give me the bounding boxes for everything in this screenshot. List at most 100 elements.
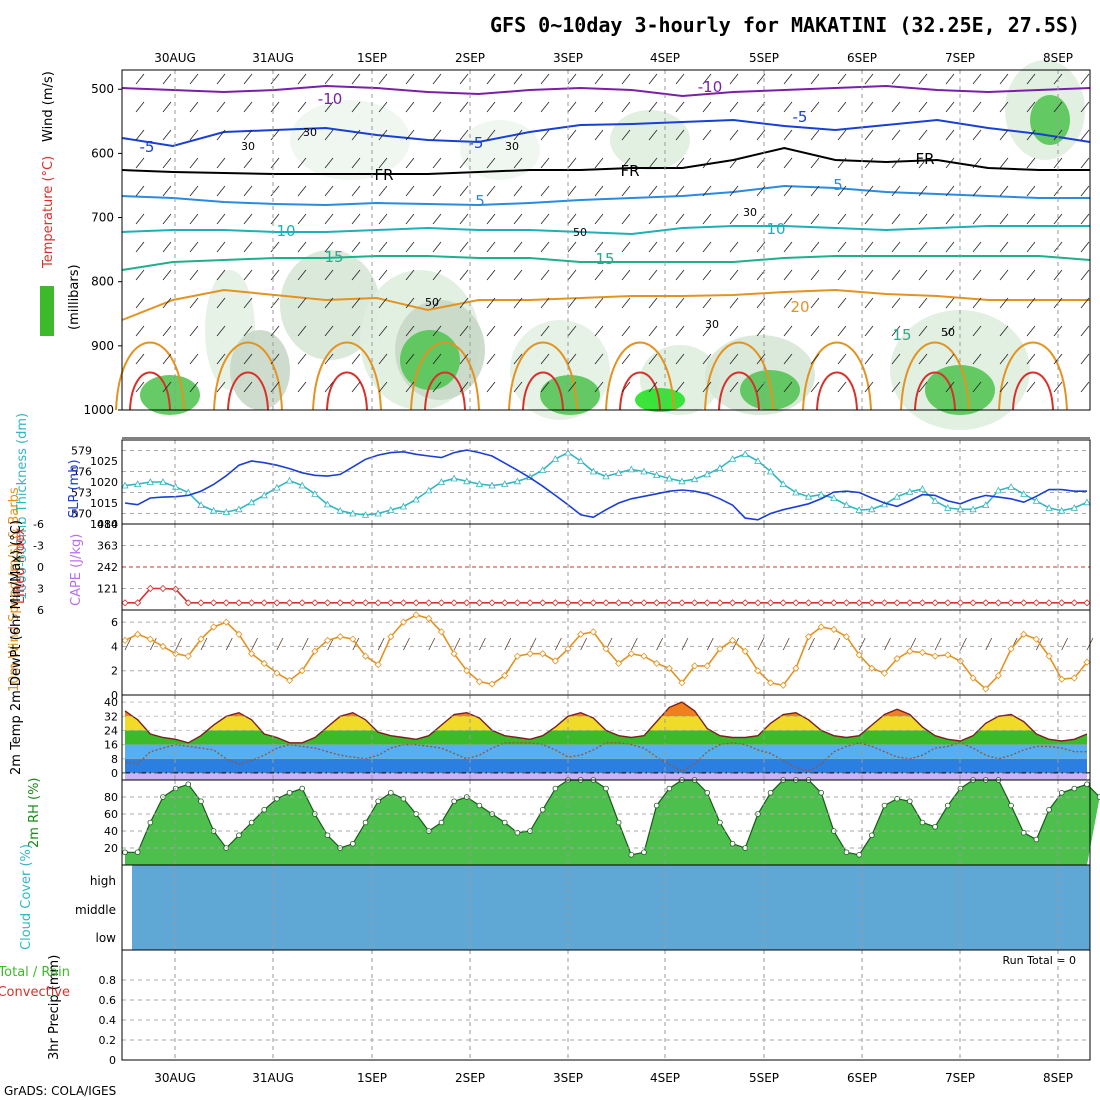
li-tick: 3 [37,583,44,596]
thickness-point [868,505,876,513]
rh-shade-10 [740,370,800,410]
wind-barb [594,213,604,225]
wind-speed-point [425,614,433,623]
temp-band [125,730,1087,745]
isotherm-label: -5 [469,134,484,152]
rh-point [628,851,635,858]
wind-barb [513,101,523,113]
wind-speed-point [1058,675,1066,683]
li-tick: -6 [33,518,44,531]
rh-shade-7 [540,375,600,415]
wind-speed-point [893,655,901,663]
wind-barb [351,241,361,253]
wind-barb [189,73,199,85]
wind-barb [270,241,280,253]
wind-speed-point [792,664,800,672]
wind-barb [403,637,410,651]
wind-barb [567,73,577,85]
wind-barb [999,101,1009,113]
wind-speed-point [994,672,1002,680]
wind-barb [270,73,280,85]
isotherm-label: 15 [595,250,614,268]
wind-barb [540,381,550,393]
thickness-point [969,505,977,513]
isotherm-label: 15 [324,248,343,266]
thickness-point [627,465,635,473]
wind-barb [891,297,901,309]
wind-barb [972,353,982,365]
thickness-point [855,506,863,513]
isotherm-line-6 [121,288,1090,321]
lifted-index-point [323,599,332,607]
wind-barb [432,297,442,309]
lifted-index-point [146,584,154,593]
rh-point [261,806,268,813]
wind-barb [675,73,685,85]
wind-barb [459,213,469,225]
wind-barb [621,269,631,281]
wind-barb [702,157,712,169]
wind-barb [189,269,199,281]
wind-barb [810,157,820,169]
wind-speed-point [615,659,623,667]
wind-barb [648,213,658,225]
wind-barb [378,213,388,225]
wind-barb [459,73,469,85]
rh-point [932,823,938,830]
thickness-point [830,494,838,501]
lifted-index-point [399,599,408,607]
thickness-point [475,480,484,487]
thickness-point [994,486,1003,494]
wind-speed-point [855,651,863,659]
rh-legend-swatch [40,286,54,336]
chart-title: GFS 0~10day 3-hourly for MAKATINI (32.25… [490,13,1080,37]
rh-point [717,819,723,826]
wind-barb [351,101,361,113]
wind-barb [648,381,658,393]
cloud-level-label: middle [75,903,116,917]
wind-speed-point [361,652,370,660]
wind-barb [985,637,993,651]
wind-speed-point [691,662,699,670]
wind-barb [621,297,631,309]
warm-contour-orange-7 [802,341,872,411]
rh-point [944,802,951,809]
wind-barb [972,241,982,253]
lifted-index-point [868,599,876,607]
wind-barb [351,73,361,85]
wind-barb [324,129,334,141]
lifted-index-point [437,599,446,607]
wind-barb [297,297,307,309]
thickness-point [121,481,129,489]
rh-point [1046,806,1052,813]
date-label-bottom: 30AUG [154,1071,196,1085]
wind-barb [1080,157,1090,169]
wind-barb [864,297,874,309]
date-label-bottom: 31AUG [252,1071,294,1085]
wind-barb [189,157,199,169]
wind-barb [540,101,550,113]
wind-barb [782,637,790,651]
ytick-label: 500 [91,82,114,96]
wind-barb [702,185,712,197]
wind-barb [1053,213,1063,225]
pressure-axis-label: (millibars) [67,264,82,330]
wind-barb [270,185,280,197]
wind-barb [918,297,928,309]
isotherm-label: -10 [698,78,723,96]
wind-speed-point [779,681,787,689]
wind-barb [135,157,145,169]
wind-barb [675,157,685,169]
slp-tick: 1025 [90,455,118,468]
wind-speed-point [1045,652,1053,660]
wind-barb [135,185,145,197]
lifted-index-point [665,599,673,607]
wind-speed-point [298,667,306,675]
thickness-point [450,474,458,482]
wind-barb [459,297,469,309]
wind-barb [378,241,388,253]
wind-barb [324,269,334,281]
temp-tick: 32 [104,710,118,723]
thickness-point [323,500,332,508]
wind-barb [216,129,226,141]
